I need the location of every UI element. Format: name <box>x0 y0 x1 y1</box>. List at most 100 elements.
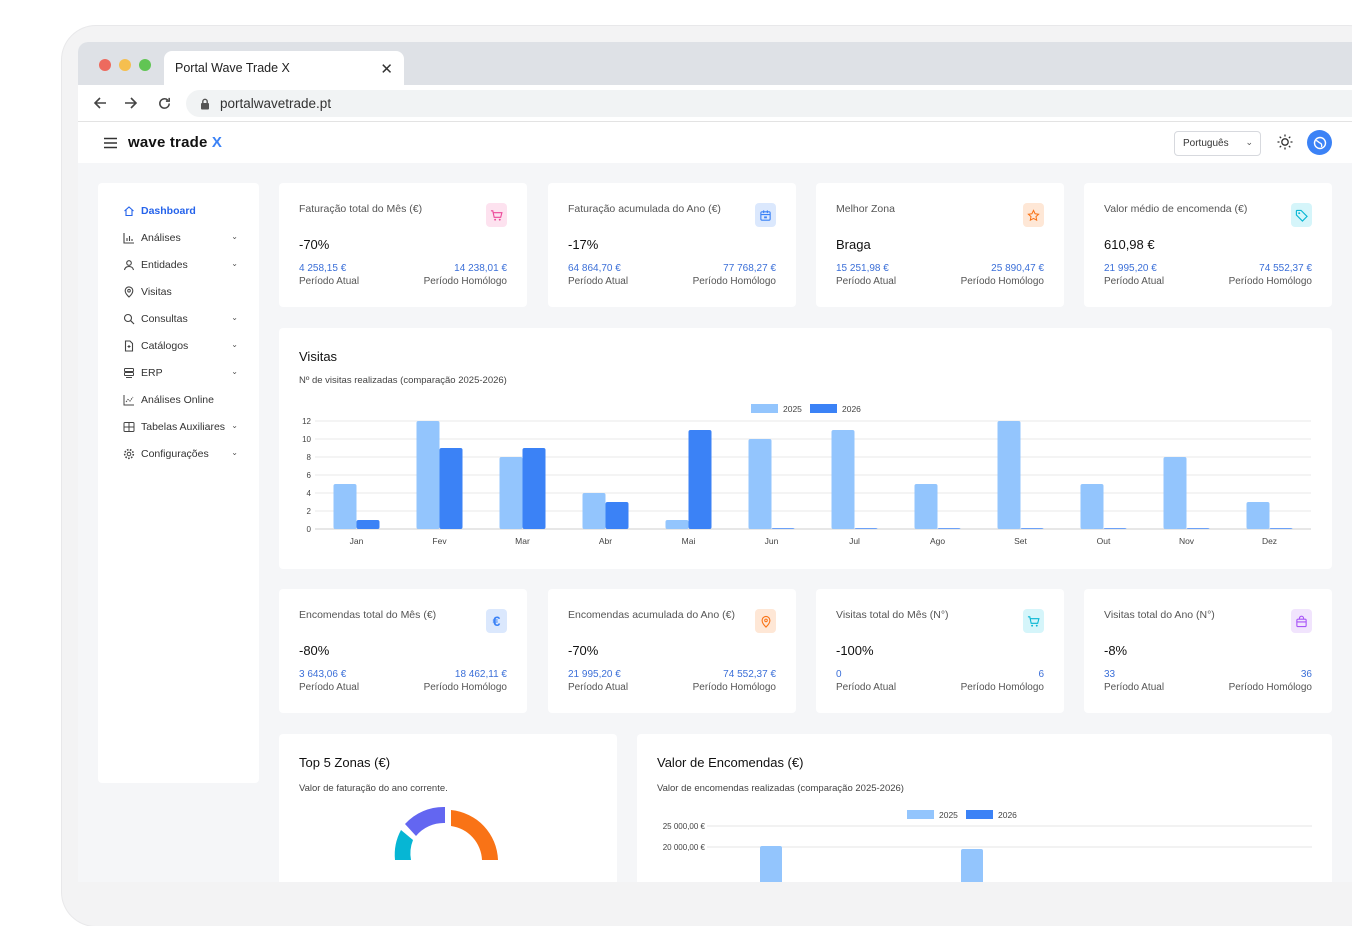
close-window-button[interactable] <box>99 59 111 71</box>
user-avatar[interactable] <box>1307 130 1332 155</box>
bar-2026-set[interactable] <box>1020 528 1044 529</box>
bar-2025-fev[interactable] <box>416 421 440 529</box>
app-header: wave trade X Português ⌄ <box>78 123 1352 163</box>
bar-2025-abr[interactable] <box>582 493 606 529</box>
maximize-window-button[interactable] <box>139 59 151 71</box>
bar-2026-ago[interactable] <box>937 528 961 529</box>
kpi-value: -80% <box>299 643 330 658</box>
lock-icon <box>200 97 210 115</box>
kpi-current-value: 33 <box>1104 669 1116 680</box>
minimize-window-button[interactable] <box>119 59 131 71</box>
bar-2025-ago[interactable] <box>914 484 938 529</box>
kpi-previous-value: 6 <box>1038 669 1044 680</box>
kpi-value: -17% <box>568 237 599 252</box>
cart-icon <box>1023 609 1044 633</box>
kpi-previous-label: Período Homólogo <box>960 276 1044 287</box>
bar-2026-nov[interactable] <box>1186 528 1210 529</box>
database-icon <box>123 367 135 379</box>
chart-subtitle: Valor de faturação do ano corrente. <box>299 783 448 794</box>
brand-logo[interactable]: wave trade X <box>128 134 222 151</box>
chevron-down-icon: ⌄ <box>231 367 238 376</box>
bar-2026-out[interactable] <box>1103 528 1127 529</box>
bar-2026-mar[interactable] <box>522 448 546 529</box>
kpi-value: Braga <box>836 237 871 252</box>
sidebar-item-tabelas-auxiliares[interactable]: Tabelas Auxiliares ⌄ <box>123 419 238 435</box>
bar-2025-mai[interactable] <box>665 520 689 529</box>
kpi-previous-label: Período Homólogo <box>423 276 507 287</box>
bar-2025-mar[interactable] <box>499 457 523 529</box>
back-arrow-icon[interactable] <box>90 93 110 113</box>
bar-2026-abr[interactable] <box>605 502 629 529</box>
donut-slice[interactable] <box>394 830 413 860</box>
y-tick-label: 2 <box>307 507 312 516</box>
kpi-title: Encomendas acumulada do Ano (€) <box>568 609 735 621</box>
calendar-icon <box>755 203 776 227</box>
bar-2026-fev[interactable] <box>439 448 463 529</box>
donut-slice[interactable] <box>451 810 498 860</box>
chart-subtitle: Valor de encomendas realizadas (comparaç… <box>657 783 904 794</box>
bar-2025-dez[interactable] <box>1246 502 1270 529</box>
kpi-current-label: Período Atual <box>836 276 897 287</box>
kpi-title: Visitas total do Mês (N°) <box>836 609 949 621</box>
menu-icon[interactable] <box>104 136 118 154</box>
kpi-current-value: 21 995,20 € <box>1104 263 1157 274</box>
bar-2026-mai[interactable] <box>688 430 712 529</box>
sidebar-item-label: Catálogos <box>141 340 189 352</box>
app-content: wave trade X Português ⌄ Dashboard Análi… <box>78 123 1352 882</box>
file-icon <box>123 340 135 352</box>
kpi-current-value: 21 995,20 € <box>568 669 621 680</box>
bar-2025-set[interactable] <box>997 421 1021 529</box>
bar-2025-jul[interactable] <box>831 430 855 529</box>
bar-2026-dez[interactable] <box>1269 528 1293 529</box>
sidebar-item-label: Análises <box>141 232 181 244</box>
bar-2026-jun[interactable] <box>771 528 795 529</box>
chevron-down-icon: ⌄ <box>231 340 238 349</box>
bar-2025-out[interactable] <box>1080 484 1104 529</box>
kpi-current-label: Período Atual <box>299 682 360 693</box>
chevron-down-icon: ⌄ <box>1245 137 1253 147</box>
kpi-previous-value: 74 552,37 € <box>1259 263 1312 274</box>
kpi-previous-label: Período Homólogo <box>960 682 1044 693</box>
kpi-previous-value: 74 552,37 € <box>723 669 776 680</box>
bar-2025-jan[interactable] <box>333 484 357 529</box>
url-field[interactable]: portalwavetrade.pt <box>186 90 1352 117</box>
sidebar-item-visitas[interactable]: Visitas <box>123 284 238 300</box>
sidebar-item-dashboard[interactable]: Dashboard <box>123 203 238 219</box>
y-tick-label: 6 <box>307 471 312 480</box>
address-bar: portalwavetrade.pt <box>78 85 1352 122</box>
kpi-card-encomendas-ano: Encomendas acumulada do Ano (€) -70% 21 … <box>548 589 796 713</box>
forward-arrow-icon[interactable] <box>121 93 141 113</box>
sidebar-item-catalogos[interactable]: Catálogos ⌄ <box>123 338 238 354</box>
kpi-card-melhor-zona: Melhor Zona Braga 15 251,98 € 25 890,47 … <box>816 183 1064 307</box>
close-tab-icon[interactable]: ✕ <box>380 61 393 78</box>
chevron-down-icon: ⌄ <box>231 232 238 241</box>
top-zonas-donut-chart <box>394 806 498 860</box>
sidebar-item-entidades[interactable]: Entidades ⌄ <box>123 257 238 273</box>
bar-2025[interactable] <box>961 849 983 882</box>
sidebar-item-erp[interactable]: ERP ⌄ <box>123 365 238 381</box>
sidebar: Dashboard Análises ⌄ Entidades ⌄ Visitas… <box>98 183 259 783</box>
y-tick-label: 4 <box>307 489 312 498</box>
theme-toggle-sun-icon[interactable] <box>1276 133 1294 151</box>
bar-2026-jul[interactable] <box>854 528 878 529</box>
language-select[interactable]: Português ⌄ <box>1174 131 1261 156</box>
sidebar-item-analises[interactable]: Análises ⌄ <box>123 230 238 246</box>
browser-tab[interactable]: Portal Wave Trade X ✕ <box>164 51 404 86</box>
visitas-bar-chart: 2025 2026 0 2 4 6 8 10 12 Jan Fev Mar Abr Mai Jun Jul… <box>302 404 1311 546</box>
bar-2025[interactable] <box>760 846 782 882</box>
legend-swatch-2025 <box>907 810 934 819</box>
bar-2026-jan[interactable] <box>356 520 380 529</box>
legend-label-2025: 2025 <box>783 404 802 414</box>
bar-chart-icon <box>123 232 135 244</box>
chart-subtitle: Nº de visitas realizadas (comparação 202… <box>299 375 507 386</box>
sidebar-item-consultas[interactable]: Consultas ⌄ <box>123 311 238 327</box>
kpi-value: -8% <box>1104 643 1128 658</box>
donut-slice[interactable] <box>405 806 445 836</box>
bar-2025-jun[interactable] <box>748 439 772 529</box>
sidebar-item-configuracoes[interactable]: Configurações ⌄ <box>123 446 238 462</box>
y-tick-label: 12 <box>302 417 311 426</box>
chart-title: Visitas <box>299 349 338 364</box>
bar-2025-nov[interactable] <box>1163 457 1187 529</box>
reload-icon[interactable] <box>154 93 174 113</box>
sidebar-item-analises-online[interactable]: Análises Online <box>123 392 238 408</box>
